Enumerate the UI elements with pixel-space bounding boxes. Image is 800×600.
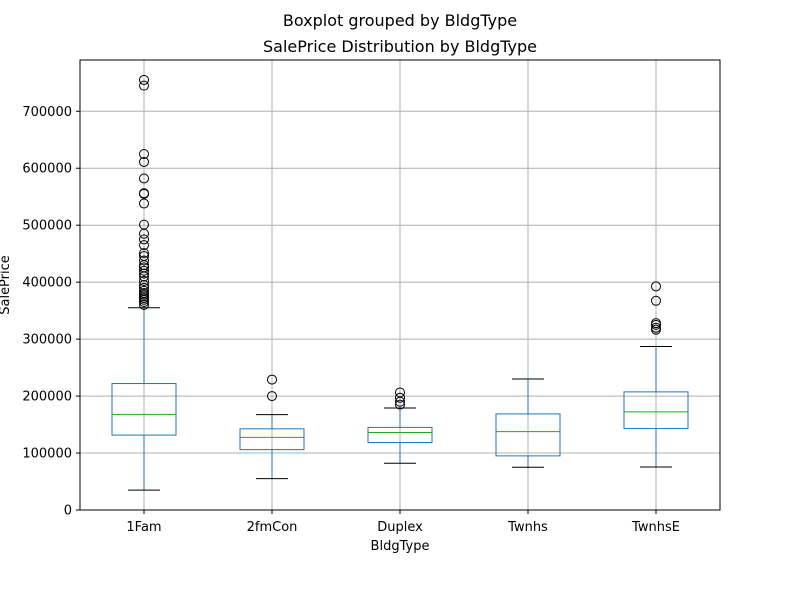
outlier-point: [139, 287, 149, 298]
x-tick-label: TwnhsE: [631, 520, 680, 535]
box-group-twnhse: [623, 281, 689, 468]
outlier-point: [139, 285, 149, 296]
y-axis-label: SalePrice: [0, 255, 13, 315]
iqr-box: [111, 383, 177, 436]
box-group-2fmcon: [239, 374, 305, 480]
x-tick-label: Duplex: [377, 520, 423, 535]
outlier-point: [651, 322, 661, 333]
x-tick-label: 2fmCon: [247, 520, 298, 535]
iqr-box: [495, 413, 561, 457]
x-axis-label: BldgType: [371, 539, 430, 554]
chart-title: SalePrice Distribution by BldgType: [263, 37, 537, 56]
outlier-point: [139, 262, 149, 273]
iqr-box: [623, 391, 689, 429]
outlier-point: [139, 80, 149, 91]
box-group-1fam: [111, 74, 177, 491]
outlier-point: [139, 198, 149, 209]
iqr-box: [367, 426, 433, 443]
outlier-point: [395, 392, 405, 403]
outlier-point: [139, 248, 149, 259]
outlier-point: [139, 234, 149, 245]
y-tick-label: 0: [64, 504, 72, 519]
outlier-point: [139, 265, 149, 276]
y-tick-label: 700000: [22, 105, 72, 120]
outlier-point: [139, 74, 149, 85]
outlier-point: [139, 282, 149, 293]
outlier-point: [651, 318, 661, 329]
plot-area: [111, 74, 689, 491]
box-group-twnhs: [495, 378, 561, 468]
outlier-point: [395, 399, 405, 410]
outlier-point: [139, 255, 149, 266]
outlier-point: [139, 156, 149, 167]
x-tick-label: 1Fam: [126, 520, 161, 535]
x-tick-label: Twnhs: [507, 520, 548, 535]
outlier-point: [651, 295, 661, 306]
y-tick-label: 200000: [22, 390, 72, 405]
y-tick-label: 100000: [22, 447, 72, 462]
outlier-point: [139, 219, 149, 230]
outlier-point: [139, 240, 149, 251]
axis-ticks: 0 100000 200000 300000 400000 500000 600000 700…: [22, 105, 680, 535]
outlier-point: [651, 281, 661, 292]
box-group-duplex: [367, 387, 433, 464]
outlier-point: [395, 387, 405, 398]
y-tick-label: 500000: [22, 219, 72, 234]
y-tick-label: 400000: [22, 276, 72, 291]
outlier-point: [139, 173, 149, 184]
outlier-point: [139, 276, 149, 287]
outlier-point: [139, 188, 149, 199]
chart-suptitle: Boxplot grouped by BldgType: [283, 11, 517, 30]
y-tick-label: 600000: [22, 162, 72, 177]
outlier-point: [139, 250, 149, 261]
y-tick-label: 300000: [22, 333, 72, 348]
outlier-point: [267, 374, 277, 385]
outlier-point: [139, 148, 149, 159]
iqr-box: [239, 428, 305, 451]
outlier-point: [267, 391, 277, 402]
